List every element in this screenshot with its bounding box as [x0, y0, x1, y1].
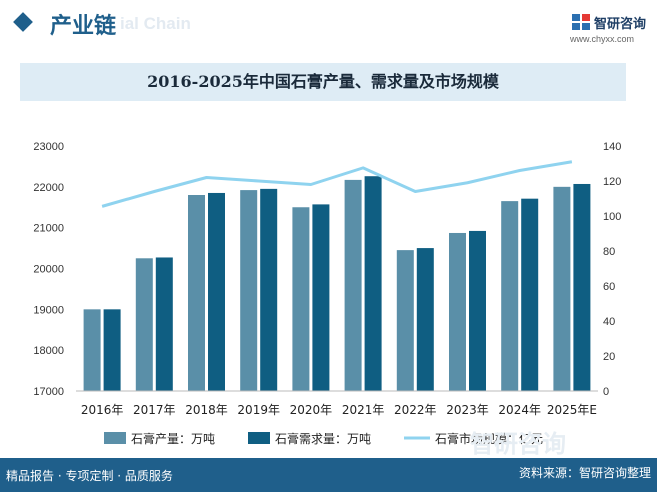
y-left-tick-label: 23000: [33, 141, 64, 153]
brand-name: 智研咨询: [594, 17, 647, 32]
bar-production: [553, 186, 571, 391]
header-bar: 产业链 ial Chain 智研咨询 www.chyxx.com: [0, 0, 657, 52]
y-right-tick-label: 20: [603, 351, 615, 363]
legend-label-production: 石膏产量：万吨: [131, 431, 215, 446]
bar-production: [240, 190, 258, 391]
bar-demand: [155, 257, 173, 391]
x-tick-label: 2018年: [185, 403, 228, 417]
section-title: 产业链: [50, 14, 117, 39]
bar-production: [188, 195, 205, 391]
header-watermark: ial Chain: [120, 14, 191, 33]
y-right-tick-label: 0: [603, 386, 609, 398]
bar-demand: [312, 204, 330, 391]
bar-production: [449, 232, 466, 391]
source-note: 资料来源：智研咨询整理: [518, 466, 651, 480]
x-tick-label: 2017年: [133, 403, 176, 417]
y-right-tick-label: 60: [603, 281, 615, 293]
x-tick-label: 2022年: [394, 403, 437, 417]
line-market-size: [101, 160, 573, 208]
bar-demand: [208, 192, 225, 391]
x-tick-label: 2024年: [498, 403, 541, 417]
chart-title: 2016-2025年中国石膏产量、需求量及市场规模: [147, 72, 499, 91]
bar-production: [292, 207, 310, 391]
chart-title-band: 2016-2025年中国石膏产量、需求量及市场规模: [20, 63, 626, 101]
bar-demand: [521, 198, 539, 391]
bar-demand: [416, 248, 434, 391]
y-right-tick-label: 80: [603, 246, 615, 258]
brand-logo-icon: [572, 14, 590, 30]
y-left-tick-label: 21000: [33, 223, 64, 235]
y-right-tick-label: 40: [603, 316, 615, 328]
bar-demand: [103, 309, 121, 391]
x-tick-label: 2023年: [446, 403, 489, 417]
legend-label-market-size: 石膏市场规模：亿元: [435, 431, 543, 446]
footer-slogan: 精品报告 · 专项定制 · 品质服务: [6, 469, 173, 483]
y-left-tick-label: 20000: [33, 264, 64, 276]
bar-production: [83, 309, 101, 391]
brand-url: www.chyxx.com: [570, 34, 635, 44]
bar-production: [344, 179, 362, 391]
x-tick-label: 2019年: [237, 403, 280, 417]
y-left-tick-label: 17000: [33, 386, 64, 398]
x-tick-label: 2021年: [342, 403, 385, 417]
bar-demand: [469, 230, 486, 391]
bar-production: [135, 258, 153, 391]
bar-demand: [260, 188, 278, 391]
bar-production: [396, 250, 414, 391]
y-right-tick-label: 120: [603, 176, 621, 188]
x-tick-label: 2025年E: [547, 403, 597, 417]
legend-swatch-production: [104, 432, 126, 444]
legend-label-demand: 石膏需求量：万吨: [275, 431, 371, 446]
x-tick-label: 2016年: [81, 403, 124, 417]
bar-demand: [364, 176, 382, 391]
footer-watermark: 智研咨询: [470, 430, 566, 458]
x-tick-label: 2020年: [290, 403, 333, 417]
y-right-tick-label: 100: [603, 211, 621, 223]
bar-production: [501, 201, 519, 391]
y-left-tick-label: 22000: [33, 182, 64, 194]
y-left-tick-label: 19000: [33, 304, 64, 316]
y-left-tick-label: 18000: [33, 345, 64, 357]
bar-demand: [573, 183, 591, 391]
legend-swatch-demand: [248, 432, 270, 444]
footer-bar: 精品报告 · 专项定制 · 品质服务 资料来源：智研咨询整理: [0, 458, 657, 492]
y-right-tick-label: 140: [603, 141, 621, 153]
